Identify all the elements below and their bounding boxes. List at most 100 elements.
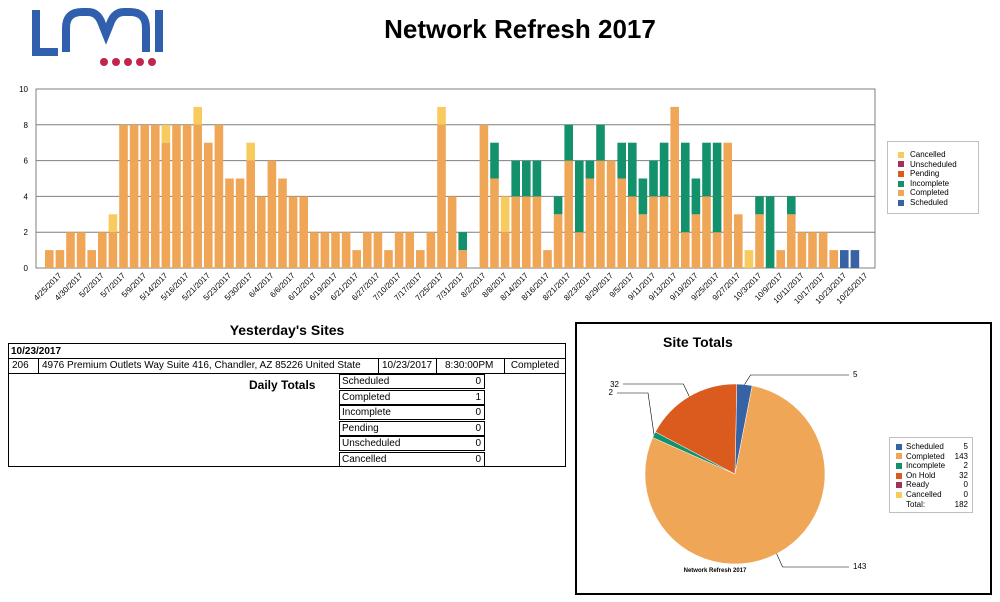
legend-entry-unscheduled: Unscheduled [898,160,957,170]
legend-entry-completed: Completed [898,188,949,198]
pie-legend-entry: Incomplete 2 [896,461,968,470]
yesterdays-sites-table: 10/23/2017 206 4976 Premium Outlets Way … [8,343,566,467]
bar-segment-incomplete [532,160,542,197]
bar-segment-completed [479,124,489,268]
daily-total-name: Completed [342,391,391,403]
pie-callout-label: 2 [609,388,614,397]
legend-label: Completed [910,188,949,198]
daily-total-value: 0 [475,438,481,449]
bar-segment-completed [437,124,446,268]
bar-segment-incomplete [564,124,573,161]
pie-legend-label: Ready [906,480,930,490]
pie-legend-value: 0 [963,480,968,490]
bar-segment-completed [246,160,255,268]
bar-segment-completed [522,196,531,268]
bar-segment-completed [45,250,54,268]
bar-segment-completed [575,232,584,268]
pie-callout-line [623,383,690,397]
bar-segment-cancelled [437,106,446,125]
site-status: Completed [510,360,560,371]
bar-segment-completed [553,214,563,268]
daily-total-row: Unscheduled 0 [339,436,485,451]
bar-segment-completed [278,178,287,268]
bar-segment-completed [585,178,595,268]
bar-segment-completed [755,214,764,268]
site-totals-pie-chart: 5 322 143 Network Refresh 2017 [609,370,867,574]
y-tick-label: 8 [24,121,29,130]
bar-segment-completed [628,196,637,268]
daily-total-row: Pending 0 [339,420,485,436]
bar-segment-completed [129,124,139,268]
pie-legend-total: Total: 182 [896,500,968,509]
bar-segment-completed [331,232,340,268]
daily-total-value: 0 [475,422,481,434]
bar-segment-incomplete [787,196,796,215]
bar-segment-completed [87,250,96,268]
bar-segment-incomplete [691,178,701,215]
site-totals-panel: Site Totals 5 32 2 143 Network Refresh 2017 … [575,322,992,595]
pie-callout-line [744,374,849,385]
daily-total-name: Incomplete [342,407,391,418]
bar-segment-completed [214,124,224,268]
site-address: 4976 Premium Outlets Way Suite 416, Chan… [39,359,379,373]
pie-legend-swatch [896,463,902,470]
legend-swatch [898,190,904,197]
bar-segment-incomplete [522,160,531,197]
report-title: Network Refresh 2017 [384,14,656,44]
bar-segment-completed [363,232,372,268]
bar-segment-completed [532,196,542,268]
daily-total-name: Scheduled [342,376,390,387]
bar-segment-cancelled [108,214,118,233]
pie-slice-on-hold [655,383,738,475]
pie-callout-label: 143 [853,562,867,571]
bar-segment-completed [808,232,817,268]
bar-segment-completed [818,232,828,268]
bar-segment-completed [151,124,160,268]
bar-segment-incomplete [596,124,605,161]
daily-total-value: 0 [475,453,481,465]
daily-total-row: Incomplete 0 [339,405,485,420]
pie-callout-label: 32 [610,380,619,389]
bar-segment-completed [394,232,404,268]
bar-chart-legend: Cancelled Unscheduled Pending Incomplete Com… [887,141,979,214]
pie-legend-entry: Completed 143 [896,452,968,461]
bar-segment-completed [691,214,701,268]
bar-segment-completed [564,160,573,268]
pie-legend-value: 2 [963,461,968,471]
bar-segment-completed [288,196,298,268]
legend-swatch [898,171,904,178]
legend-swatch [898,180,904,187]
pie-caption: Network Refresh 2017 [684,568,747,574]
legend-label: Scheduled [910,198,948,207]
bar-segment-completed [204,142,213,268]
pie-legend-swatch [896,491,902,498]
bar-segment-incomplete [755,196,764,215]
table-row[interactable]: 206 4976 Premium Outlets Way Suite 416, … [9,358,565,374]
bar-segment-completed [140,124,149,268]
pie-legend-label: Completed [906,451,945,461]
daily-total-row: Cancelled 0 [339,451,485,467]
bar-segment-completed [405,232,414,268]
bar-segment-incomplete [553,196,563,215]
pie-legend-swatch [896,453,902,460]
bar-segment-completed [98,232,107,268]
bar-segment-cancelled [500,196,510,233]
lmi-logo [32,8,163,66]
bar-segment-completed [384,250,393,268]
pie-legend-label: Incomplete [906,461,946,471]
bar-segment-completed [702,196,711,268]
bar-segment-completed [320,232,330,268]
bar-segment-completed [267,160,277,268]
bar-segment-incomplete [575,160,584,233]
bar-segment-incomplete [712,142,722,233]
site-date: 10/23/2017 [379,359,437,373]
bar-segment-completed [257,196,266,268]
bar-segment-completed [723,142,732,268]
bar-segment-completed [797,232,807,268]
daily-totals-label: Daily Totals [249,378,316,392]
bar-segment-completed [500,232,510,268]
legend-entry-pending: Pending [898,169,939,179]
bar-segment-completed [76,232,86,268]
pie-legend-label: Scheduled [906,442,944,451]
bar-segment-completed [787,214,796,268]
